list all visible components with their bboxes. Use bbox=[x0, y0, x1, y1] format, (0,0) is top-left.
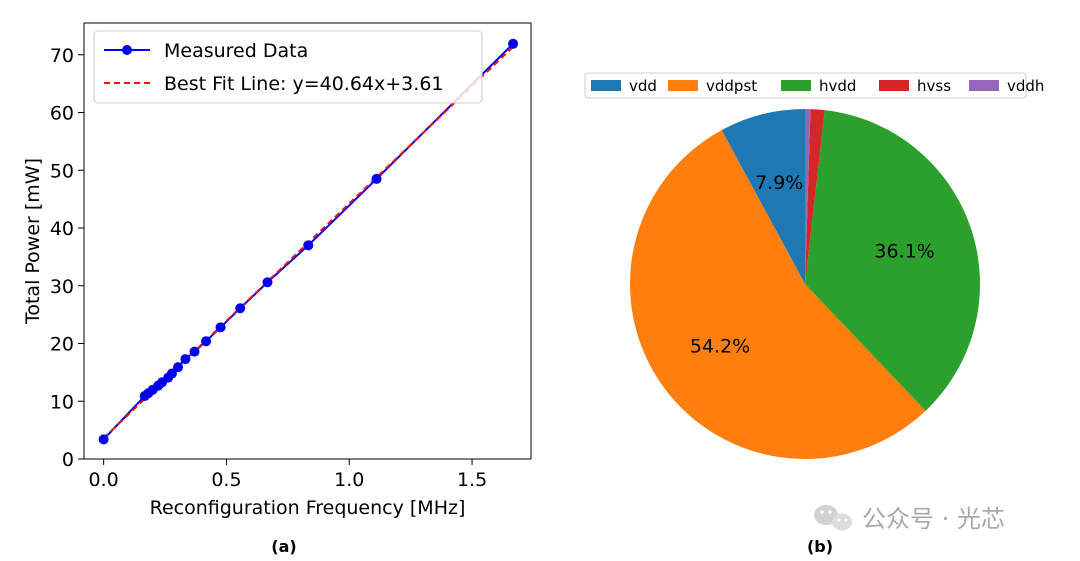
data-point bbox=[215, 322, 226, 333]
y-tick-label: 60 bbox=[50, 103, 74, 125]
pie-slice-vdd bbox=[721, 109, 805, 284]
axis-ticks: 0.0 0.5 1.0 1.5 0 10 20 30 40 50 60 70 bbox=[50, 45, 487, 491]
y-axis-label: Total Power [mW] bbox=[22, 158, 44, 325]
y-tick-label: 50 bbox=[50, 160, 74, 182]
watermark-text: 公众号 · 光芯 bbox=[862, 505, 1005, 533]
x-tick-label: 0.0 bbox=[89, 469, 119, 491]
pie-pct-label-vddpst: 54.2% bbox=[690, 336, 750, 358]
x-tick-label: 1.5 bbox=[457, 469, 487, 491]
legend-swatch-hvss bbox=[879, 80, 909, 91]
x-tick-label: 1.0 bbox=[334, 469, 364, 491]
data-point bbox=[262, 277, 273, 288]
legend-label-vddh: vddh bbox=[1007, 77, 1044, 95]
pie-pct-label-hvdd: 36.1% bbox=[874, 241, 934, 263]
wechat-icon bbox=[814, 505, 852, 531]
legend-label-fit: Best Fit Line: y=40.64x+3.61 bbox=[164, 73, 444, 95]
y-tick-label: 70 bbox=[50, 45, 74, 67]
data-point bbox=[201, 336, 212, 347]
data-point bbox=[508, 38, 519, 49]
legend-swatch-vddpst bbox=[668, 80, 698, 91]
y-tick-label: 0 bbox=[62, 449, 74, 471]
data-point bbox=[98, 434, 109, 445]
data-point bbox=[235, 303, 246, 314]
pie-chart-panel: vdd vddpst hvdd hvss vddh 7.9% 54.2% 36.1% (b) bbox=[584, 72, 1044, 556]
data-point bbox=[371, 173, 382, 184]
y-tick-label: 30 bbox=[50, 276, 74, 298]
x-tick-label: 0.5 bbox=[211, 469, 241, 491]
legend-swatch-hvdd bbox=[781, 80, 811, 91]
pie-slice-hvdd bbox=[805, 110, 981, 411]
pie-pct-label-vdd: 7.9% bbox=[755, 172, 803, 194]
legend-box bbox=[93, 30, 483, 104]
pie-slice-hvss bbox=[805, 109, 825, 284]
x-axis-label: Reconfiguration Frequency [MHz] bbox=[150, 497, 466, 519]
data-point bbox=[189, 346, 200, 357]
legend-marker-measured bbox=[122, 45, 132, 55]
y-tick-label: 20 bbox=[50, 334, 74, 356]
plot-frame bbox=[83, 22, 532, 460]
legend-label-hvss: hvss bbox=[917, 77, 951, 95]
pie-slice-vddh bbox=[805, 109, 811, 284]
legend-label-vdd: vdd bbox=[629, 77, 657, 95]
line-chart-panel: 0.0 0.5 1.0 1.5 0 10 20 30 40 50 60 70 Reconfigurat… bbox=[22, 22, 532, 556]
data-point bbox=[180, 354, 191, 365]
pie-legend: vdd vddpst hvdd hvss vddh bbox=[584, 72, 1044, 99]
panel-label-a: (a) bbox=[271, 537, 296, 556]
series-group bbox=[98, 38, 519, 445]
pie-slices bbox=[629, 109, 981, 460]
panel-label-b: (b) bbox=[807, 537, 833, 556]
data-point bbox=[173, 362, 184, 373]
legend-swatch-vddh bbox=[969, 80, 999, 91]
data-point bbox=[166, 368, 177, 379]
y-tick-label: 40 bbox=[50, 218, 74, 240]
legend: Measured Data Best Fit Line: y=40.64x+3.… bbox=[93, 30, 483, 104]
legend-label-hvdd: hvdd bbox=[819, 77, 856, 95]
watermark: 公众号 · 光芯 bbox=[814, 505, 1005, 533]
legend-label-vddpst: vddpst bbox=[706, 77, 757, 95]
data-point bbox=[303, 240, 314, 251]
legend-label-measured: Measured Data bbox=[164, 40, 308, 62]
legend-swatch-vdd bbox=[591, 80, 621, 91]
pie-slice-vddpst bbox=[629, 130, 926, 460]
y-tick-label: 10 bbox=[50, 391, 74, 413]
pie-labels: 7.9% 54.2% 36.1% bbox=[690, 172, 935, 358]
